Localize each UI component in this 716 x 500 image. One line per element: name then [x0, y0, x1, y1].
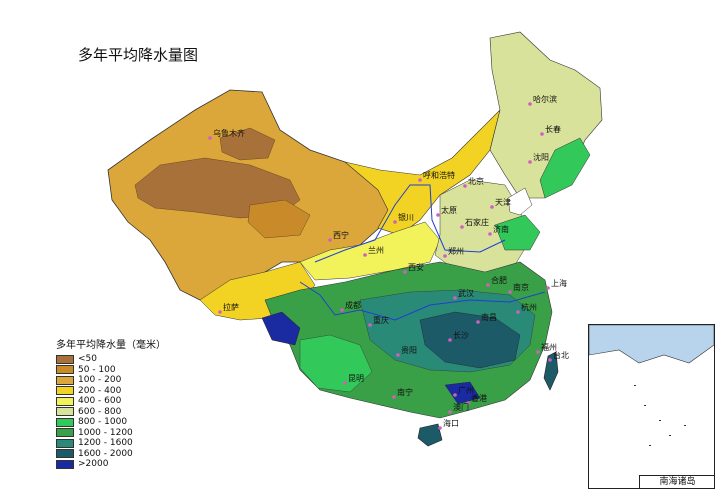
region-guangdong-wet [444, 381, 481, 405]
region-yunnan [299, 334, 373, 393]
bohai-sea [507, 187, 533, 216]
legend-item: 1200 - 1600 [56, 438, 166, 449]
legend-swatch [56, 438, 74, 448]
legend-swatch [56, 407, 74, 417]
legend-label: 1000 - 1200 [78, 427, 133, 438]
legend-title: 多年平均降水量（毫米） [56, 340, 166, 351]
region-medog-wet [261, 311, 301, 346]
legend-item: 400 - 600 [56, 396, 166, 407]
legend-label: 1200 - 1600 [78, 438, 133, 449]
legend-swatch [56, 354, 74, 364]
legend-label: >2000 [78, 459, 109, 470]
legend-item: 50 - 100 [56, 365, 166, 376]
legend-label: 800 - 1000 [78, 417, 128, 428]
legend-label: 200 - 400 [78, 385, 122, 396]
legend-swatch [56, 386, 74, 396]
yellow-river [314, 184, 506, 263]
region-shandong [494, 214, 541, 251]
region-southeast-wet [419, 311, 521, 369]
legend-label: 50 - 100 [78, 364, 116, 375]
legend-label: <50 [78, 354, 97, 365]
legend-swatch [56, 449, 74, 459]
yangtze-river [299, 281, 546, 321]
region-liaoning [539, 137, 591, 199]
inset-land [589, 325, 714, 364]
legend-item: >2000 [56, 459, 166, 470]
legend-label: 100 - 200 [78, 375, 122, 386]
south-china-sea-inset: 南海诸岛 [588, 324, 715, 489]
legend: 多年平均降水量（毫米） <50 50 - 100 100 - 200 200 - 40… [56, 336, 166, 470]
map-title: 多年平均降水量图 [78, 46, 199, 64]
hainan-island [417, 423, 443, 447]
legend-swatch [56, 459, 74, 469]
legend-swatch [56, 417, 74, 427]
region-inner-mongolia [344, 109, 501, 236]
legend-label: 600 - 800 [78, 406, 122, 417]
inset-map [589, 325, 714, 446]
inset-islands [634, 385, 686, 446]
legend-swatch [56, 428, 74, 438]
legend-swatch [56, 365, 74, 375]
legend-swatch [56, 375, 74, 385]
legend-item: 800 - 1000 [56, 417, 166, 428]
legend-swatch [56, 396, 74, 406]
legend-item: 1600 - 2000 [56, 449, 166, 460]
taiwan-island [543, 351, 559, 391]
legend-label: 1600 - 2000 [78, 448, 133, 459]
legend-items: <50 50 - 100 100 - 200 200 - 400 400 - 600 60… [56, 354, 166, 470]
legend-item: 1000 - 1200 [56, 428, 166, 439]
region-qaidam [247, 199, 311, 239]
inset-label: 南海诸岛 [639, 475, 714, 488]
legend-item: 100 - 200 [56, 375, 166, 386]
region-dzungaria [219, 127, 276, 161]
legend-item: 200 - 400 [56, 386, 166, 397]
legend-label: 400 - 600 [78, 396, 122, 407]
legend-item: 600 - 800 [56, 407, 166, 418]
legend-item: <50 [56, 354, 166, 365]
